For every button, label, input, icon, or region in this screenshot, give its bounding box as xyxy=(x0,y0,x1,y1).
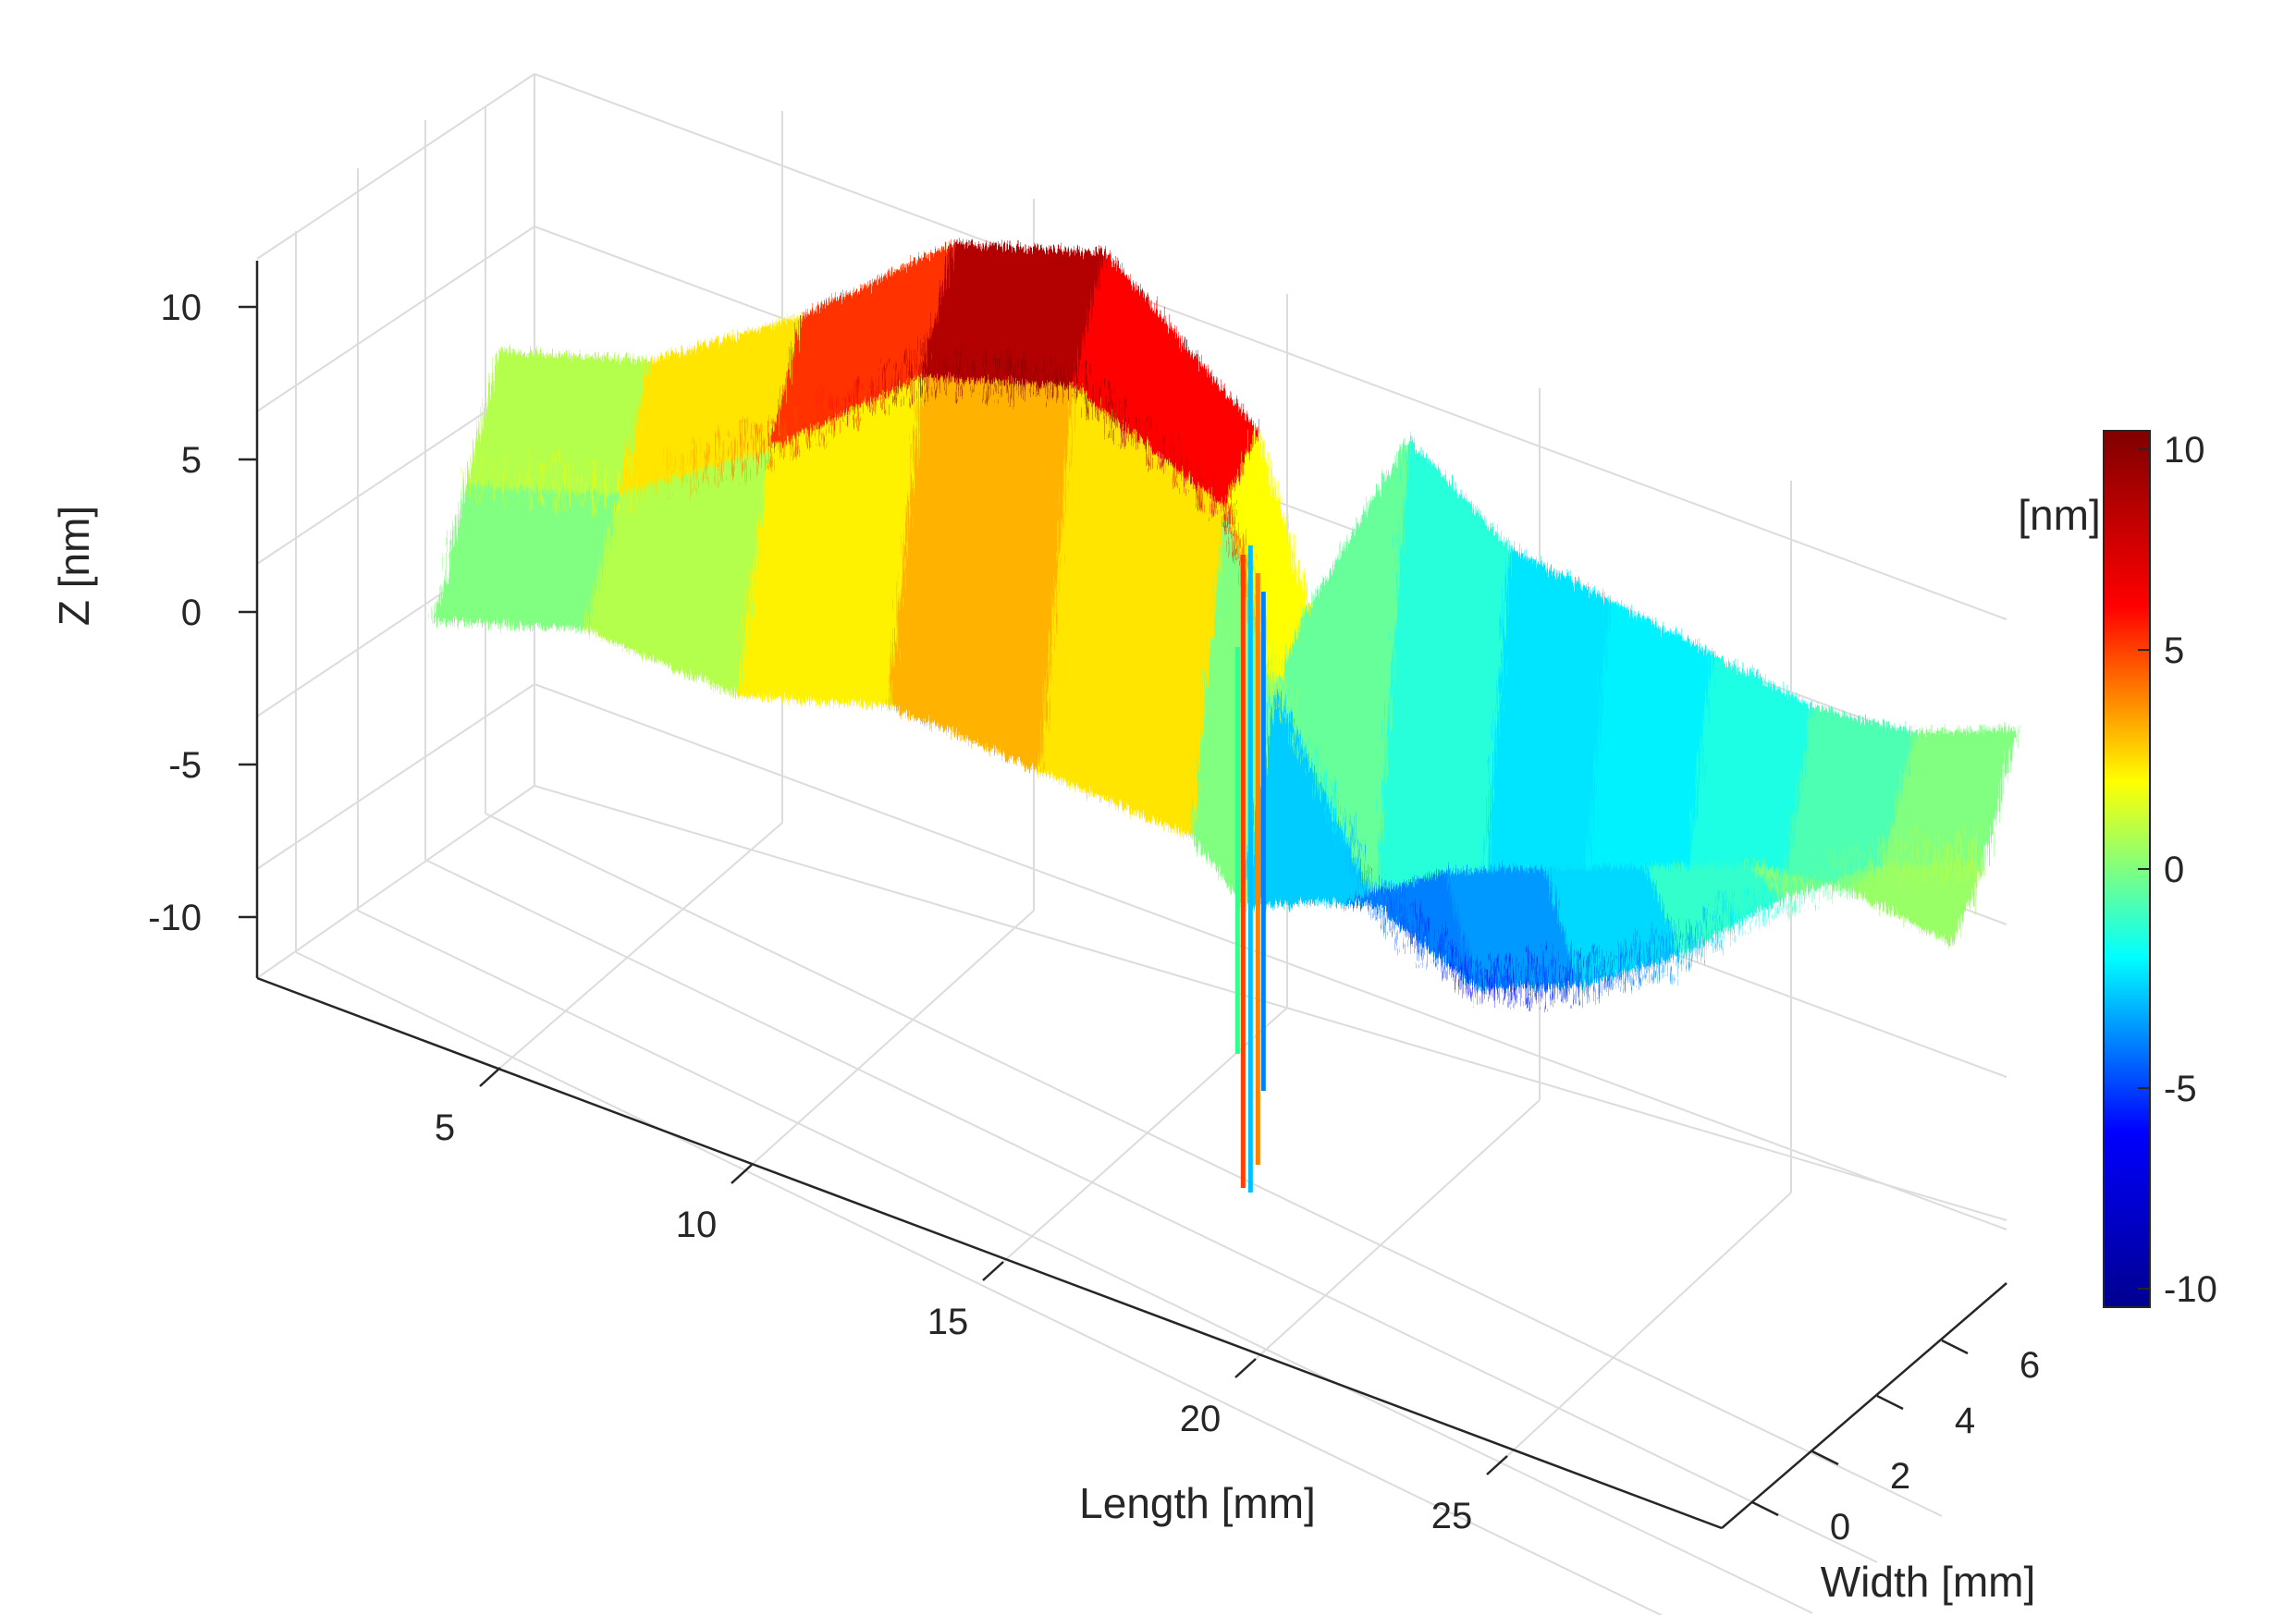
colorbar-tick-label: -10 xyxy=(2164,1269,2217,1310)
colorbar-tick-label: -5 xyxy=(2164,1069,2197,1109)
width-tick-label: 6 xyxy=(2020,1345,2040,1386)
width-axis-ticks: 02 4 6 xyxy=(1751,1339,2040,1548)
width-axis-label: Width [mm] xyxy=(1821,1558,2036,1606)
colorbar-unit-label: [nm] xyxy=(2018,491,2100,539)
axes-grid xyxy=(256,73,2007,1615)
grid-line xyxy=(534,785,2007,1221)
z-axis-label: Z [nm] xyxy=(50,506,98,626)
width-tick-label: 4 xyxy=(1955,1401,1975,1441)
grid-line xyxy=(256,683,535,870)
width-axis-line xyxy=(1721,1282,2007,1529)
length-tick-mark xyxy=(1234,1358,1257,1378)
length-tick-mark xyxy=(982,1261,1004,1281)
grid-line xyxy=(751,910,1035,1166)
width-tick-label: 0 xyxy=(1830,1507,1850,1548)
length-tick-mark xyxy=(731,1164,753,1184)
z-tick-label: 10 xyxy=(161,288,203,328)
grid-line xyxy=(534,73,2007,620)
grid-line xyxy=(256,785,535,979)
width-tick-mark xyxy=(1876,1394,1904,1411)
length-axis-line xyxy=(256,976,1723,1530)
width-tick-mark xyxy=(1751,1500,1779,1517)
length-tick-mark xyxy=(479,1067,501,1087)
colorbar-ticks: 10 5 0 -5 -10 xyxy=(2138,430,2217,1310)
grid-line xyxy=(424,859,1878,1563)
length-axis-ticks: 5 10 15 20 25 xyxy=(435,1067,1508,1536)
length-tick-label: 20 xyxy=(1180,1399,1222,1439)
z-tick-label: 5 xyxy=(181,440,202,481)
colorbar-tick-label: 0 xyxy=(2164,850,2184,890)
width-tick-mark xyxy=(1941,1339,1969,1355)
z-tick-label: 0 xyxy=(181,593,202,633)
length-tick-label: 25 xyxy=(1431,1496,1473,1536)
length-tick-label: 10 xyxy=(676,1205,718,1245)
grid-line xyxy=(256,226,535,412)
colorbar-tick-label: 5 xyxy=(2164,630,2184,671)
grid-line xyxy=(485,813,1943,1517)
grid-line xyxy=(295,951,1664,1615)
surface-mesh xyxy=(433,241,2018,1009)
grid-line xyxy=(499,822,783,1069)
grid-line xyxy=(357,910,1813,1614)
width-tick-mark xyxy=(1811,1450,1839,1466)
surface-anomaly-spike xyxy=(1234,545,1266,1193)
colorbar-tick-label: 10 xyxy=(2164,430,2205,471)
grid-line xyxy=(256,73,535,260)
length-tick-label: 15 xyxy=(927,1302,969,1342)
grid-line xyxy=(534,683,2007,1230)
grid-line xyxy=(1255,1099,1541,1360)
grid-line xyxy=(1506,1192,1792,1457)
z-axis-ticks: 10 5 0 -5 -10 xyxy=(148,288,257,938)
length-tick-mark xyxy=(1486,1455,1508,1475)
length-tick-label: 5 xyxy=(435,1107,455,1148)
axis-lines xyxy=(255,261,2007,1530)
width-tick-label: 2 xyxy=(1890,1456,1910,1497)
length-axis-label: Length [mm] xyxy=(1079,1479,1316,1527)
z-tick-label: -10 xyxy=(148,898,202,938)
z-tick-label: -5 xyxy=(168,745,202,786)
